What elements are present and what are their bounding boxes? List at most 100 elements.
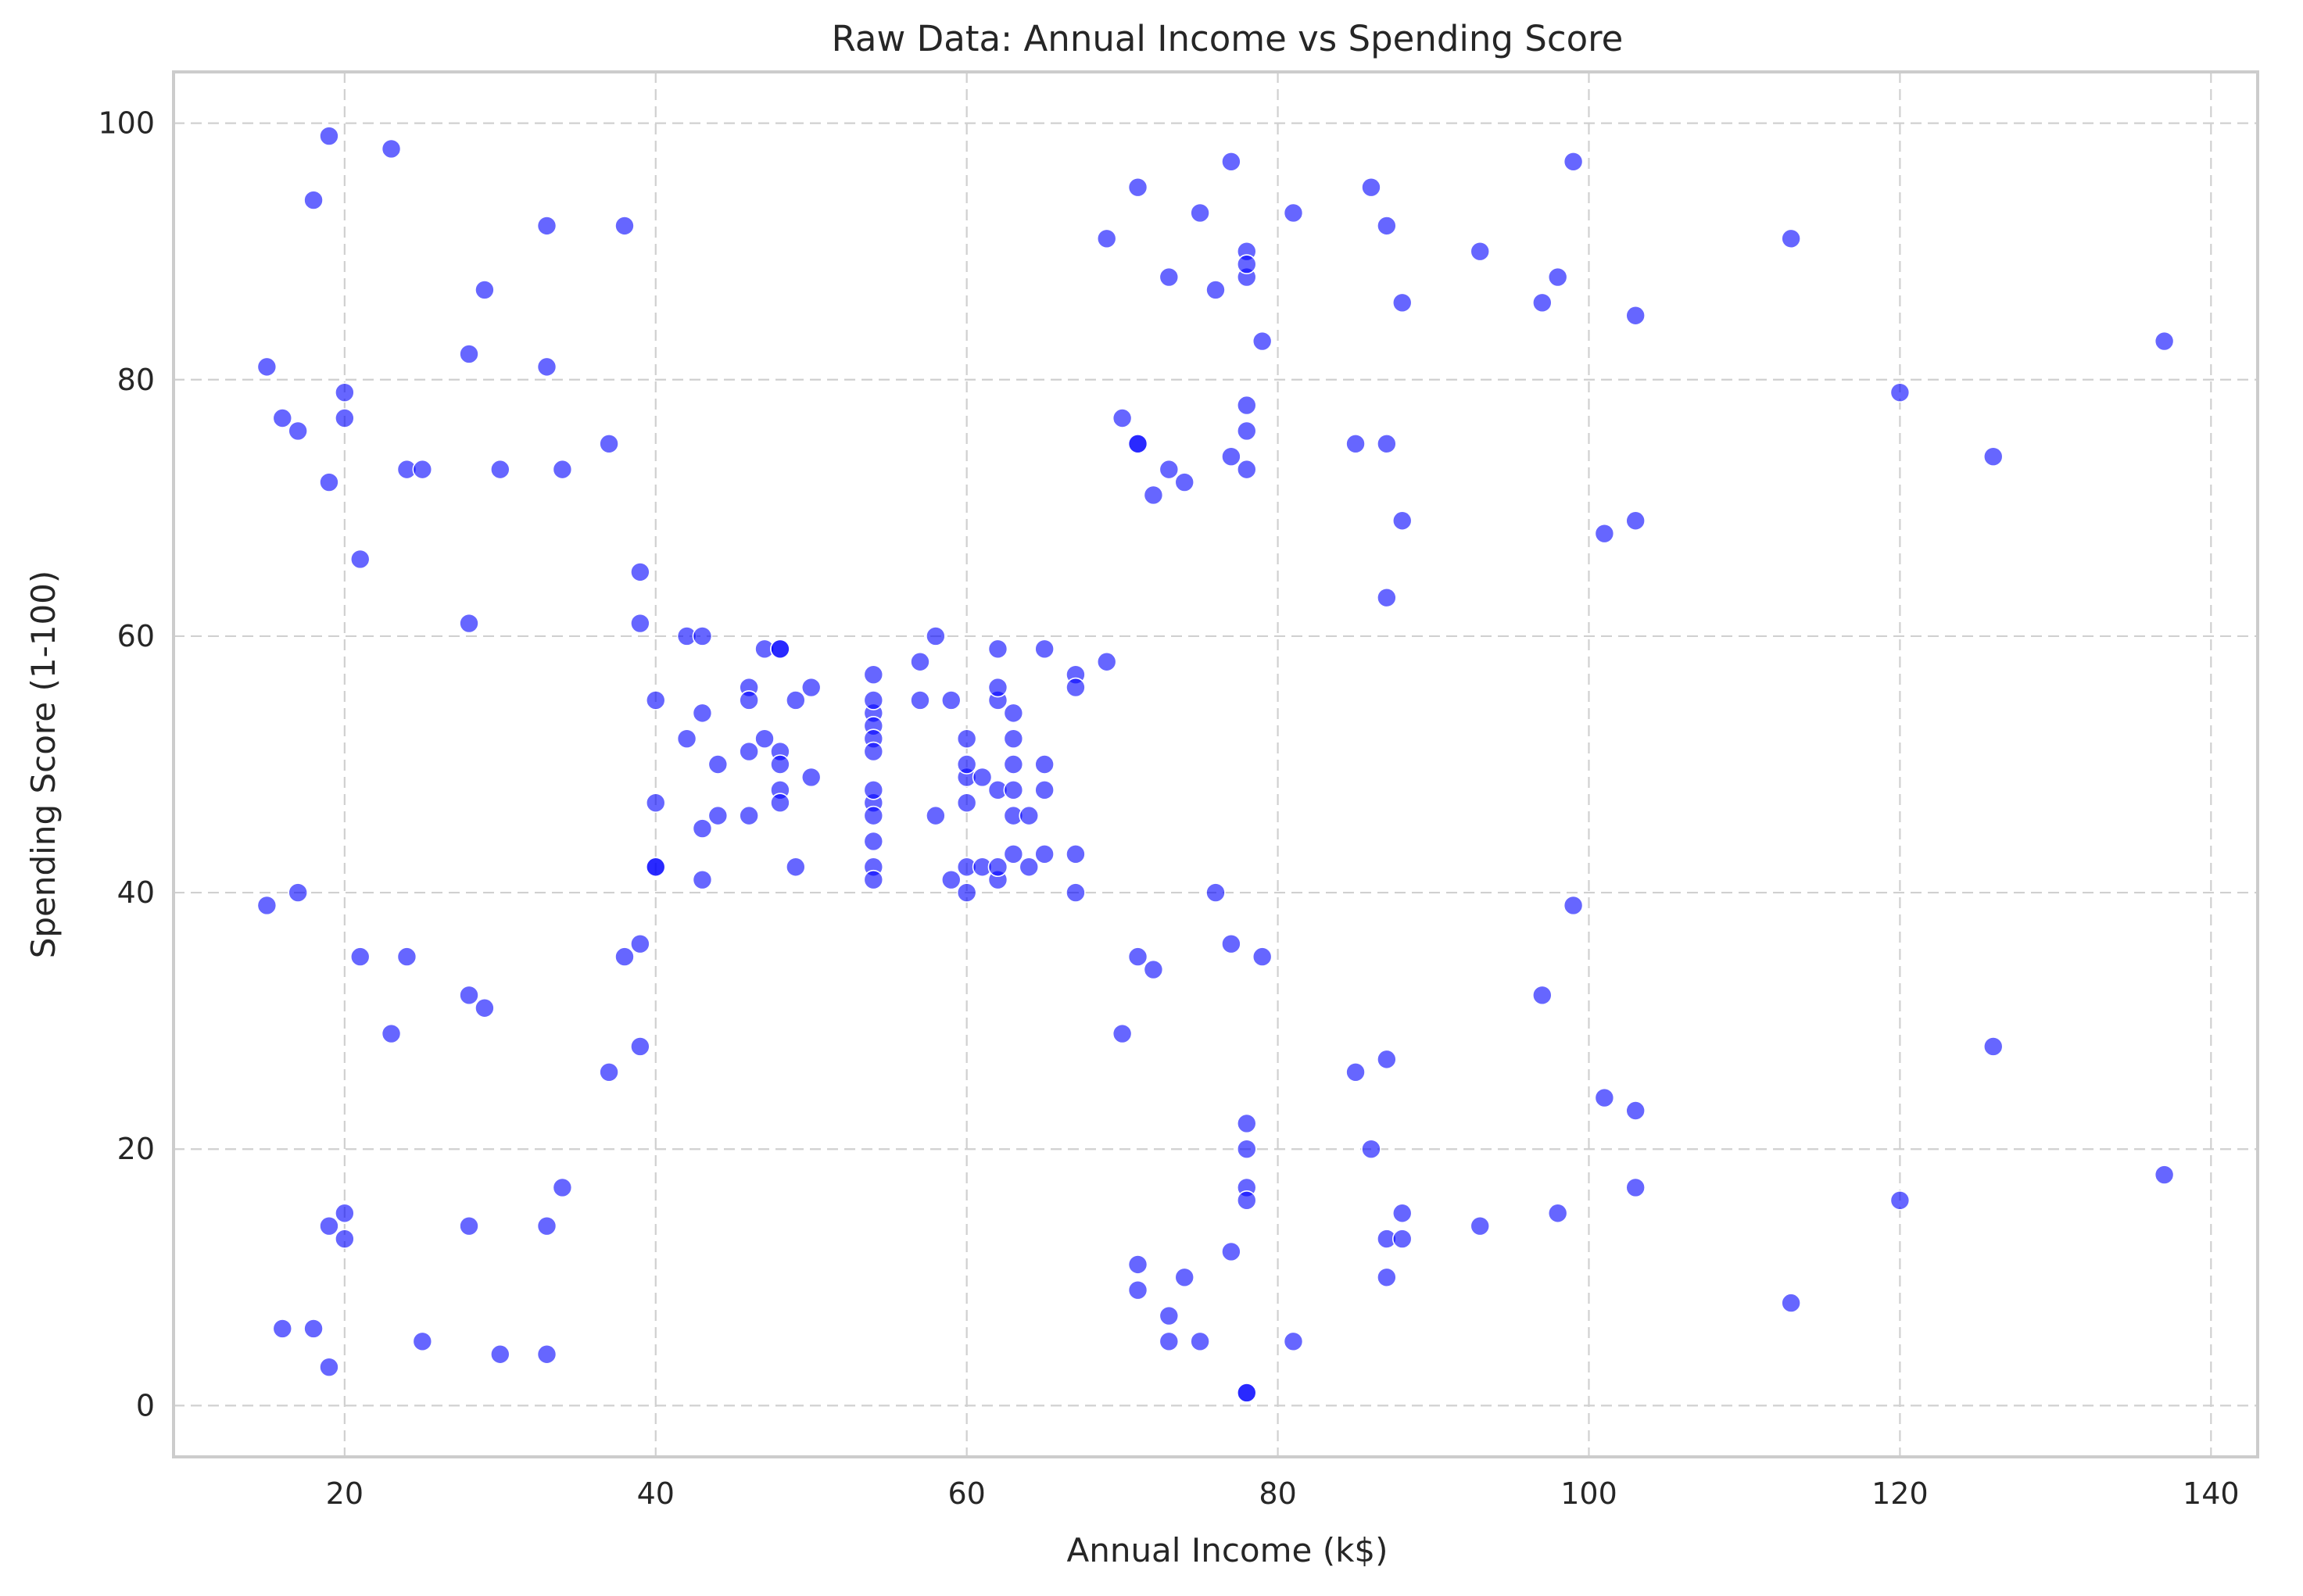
data-point xyxy=(1003,728,1024,749)
data-point xyxy=(552,459,573,480)
data-point xyxy=(381,1023,402,1044)
y-tick-label: 20 xyxy=(117,1132,155,1166)
data-point xyxy=(319,1357,339,1377)
data-point xyxy=(1625,510,1646,531)
data-point xyxy=(1096,651,1117,672)
data-point xyxy=(863,831,884,852)
data-point xyxy=(1889,1190,1911,1211)
data-point xyxy=(1019,857,1040,878)
data-point xyxy=(335,1229,355,1249)
data-point xyxy=(536,216,557,236)
data-point xyxy=(926,805,946,826)
chart-title: Raw Data: Annual Income vs Spending Scor… xyxy=(832,18,1624,59)
data-point xyxy=(288,420,308,442)
data-point xyxy=(630,933,650,954)
data-point xyxy=(1221,933,1241,954)
data-point xyxy=(349,947,371,967)
data-point xyxy=(490,1344,510,1365)
data-point xyxy=(910,690,930,710)
data-point xyxy=(739,690,759,710)
data-point xyxy=(1889,382,1911,403)
x-tick-label: 120 xyxy=(1871,1476,1929,1511)
data-point xyxy=(614,216,635,236)
data-point xyxy=(1127,1279,1148,1301)
plot-frame xyxy=(172,70,2259,1458)
data-point xyxy=(739,741,759,762)
data-point xyxy=(1252,947,1273,967)
data-point xyxy=(1127,434,1148,454)
y-axis-ticks: 0 20 40 60 80 100 xyxy=(98,106,155,1423)
data-point xyxy=(1345,434,1366,454)
data-point xyxy=(1205,280,1226,300)
y-tick-label: 40 xyxy=(117,875,155,910)
data-point xyxy=(459,985,479,1006)
data-point xyxy=(770,793,790,814)
data-point xyxy=(1159,1331,1180,1352)
data-point xyxy=(1034,780,1055,800)
data-point xyxy=(1066,882,1086,903)
data-point xyxy=(1003,780,1024,800)
data-point xyxy=(1377,1267,1397,1288)
data-point xyxy=(1982,1036,2004,1057)
data-point xyxy=(1982,446,2004,467)
data-point xyxy=(1361,177,1381,198)
data-point xyxy=(645,793,666,814)
data-point xyxy=(692,626,713,646)
data-point xyxy=(1361,1139,1381,1160)
y-axis-label: Spending Score (1-100) xyxy=(24,571,63,959)
data-point xyxy=(800,767,822,788)
data-point xyxy=(349,549,371,570)
data-point xyxy=(1112,408,1133,428)
data-point xyxy=(1236,420,1257,442)
data-point xyxy=(272,1319,293,1339)
data-point xyxy=(1159,1305,1180,1326)
data-point xyxy=(599,1061,619,1082)
data-point xyxy=(630,562,650,582)
data-point xyxy=(459,613,479,634)
data-point xyxy=(1547,267,1568,288)
data-point xyxy=(1236,395,1257,416)
data-point xyxy=(1594,523,1615,544)
data-point xyxy=(910,651,930,672)
data-point xyxy=(396,947,417,967)
data-point xyxy=(1625,305,1646,326)
data-point xyxy=(800,677,822,698)
data-point xyxy=(1236,1190,1257,1211)
data-point xyxy=(987,857,1008,878)
data-point xyxy=(1377,434,1397,454)
data-point xyxy=(1391,1203,1413,1224)
data-point xyxy=(1470,241,1491,262)
data-point xyxy=(1143,959,1164,980)
data-point xyxy=(1377,587,1397,608)
data-point xyxy=(692,703,713,724)
data-point xyxy=(272,408,293,428)
data-point xyxy=(1159,459,1180,480)
data-point xyxy=(940,690,962,710)
data-point xyxy=(1236,1383,1257,1403)
data-point xyxy=(256,356,278,378)
data-point xyxy=(319,472,339,492)
data-point xyxy=(1112,1023,1133,1044)
data-point xyxy=(1019,805,1040,826)
data-point xyxy=(1221,152,1241,172)
data-point xyxy=(303,1319,324,1339)
data-point xyxy=(1127,177,1148,198)
data-point xyxy=(786,690,806,710)
data-point xyxy=(1221,1241,1241,1262)
data-point xyxy=(1174,1267,1195,1288)
data-point xyxy=(490,459,510,480)
x-tick-label: 100 xyxy=(1560,1476,1617,1511)
data-point xyxy=(256,895,278,916)
x-tick-label: 80 xyxy=(1259,1476,1296,1511)
data-point xyxy=(926,626,946,646)
data-point xyxy=(1781,1293,1801,1313)
data-point xyxy=(303,190,324,210)
data-point xyxy=(770,639,790,660)
y-tick-label: 0 xyxy=(136,1388,155,1422)
y-tick-label: 60 xyxy=(117,619,155,653)
data-point xyxy=(1470,1215,1491,1236)
data-point xyxy=(739,805,759,826)
x-axis-ticks: 20 40 60 80 100 120 140 xyxy=(326,1476,2240,1511)
data-point xyxy=(1625,1100,1646,1121)
